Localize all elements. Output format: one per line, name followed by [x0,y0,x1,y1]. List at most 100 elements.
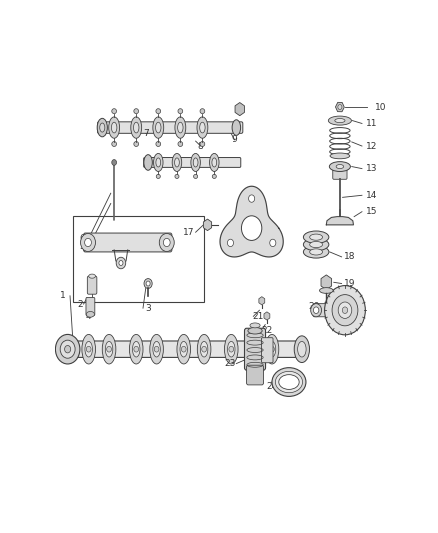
Text: 14: 14 [367,191,378,200]
Ellipse shape [276,372,303,393]
Ellipse shape [193,158,198,167]
Ellipse shape [304,238,329,251]
Ellipse shape [112,109,117,114]
Polygon shape [326,216,353,225]
Ellipse shape [200,109,205,114]
Ellipse shape [156,142,161,147]
Ellipse shape [328,116,351,125]
Ellipse shape [197,334,211,364]
FancyBboxPatch shape [84,233,172,252]
Ellipse shape [232,120,240,135]
Ellipse shape [156,109,161,114]
Text: 12: 12 [367,142,378,150]
Circle shape [64,345,71,353]
Circle shape [86,346,91,352]
Circle shape [112,159,117,165]
Text: 2: 2 [78,300,83,309]
Circle shape [314,307,319,313]
Ellipse shape [134,109,138,114]
Text: 13: 13 [366,164,378,173]
Circle shape [181,346,186,352]
Circle shape [270,346,274,352]
Text: 16: 16 [259,225,271,235]
FancyBboxPatch shape [87,276,97,294]
Text: 23: 23 [224,359,235,368]
Ellipse shape [86,311,95,317]
Text: 24: 24 [266,382,278,391]
Ellipse shape [197,117,208,138]
Ellipse shape [82,334,95,364]
Circle shape [60,340,75,358]
Circle shape [241,216,262,240]
Ellipse shape [178,109,183,114]
Circle shape [107,346,111,352]
Circle shape [116,257,126,269]
Ellipse shape [153,342,160,357]
Ellipse shape [191,154,200,172]
Ellipse shape [156,158,161,167]
Text: 3: 3 [145,304,151,313]
Circle shape [202,346,206,352]
Ellipse shape [245,334,258,364]
Ellipse shape [109,117,120,138]
Text: 5: 5 [79,242,85,251]
Ellipse shape [272,368,306,397]
Ellipse shape [177,334,191,364]
Circle shape [325,286,365,335]
Ellipse shape [209,154,219,172]
Ellipse shape [100,123,105,132]
Ellipse shape [178,122,183,133]
Circle shape [227,239,233,247]
Circle shape [342,307,348,313]
FancyBboxPatch shape [313,304,336,317]
Ellipse shape [131,117,141,138]
Ellipse shape [156,174,160,179]
Ellipse shape [248,342,255,357]
Text: 7: 7 [144,129,149,138]
Ellipse shape [200,122,205,133]
Ellipse shape [129,334,143,364]
Ellipse shape [329,161,350,172]
Ellipse shape [155,122,161,133]
FancyBboxPatch shape [86,297,95,316]
Text: 17: 17 [183,228,194,237]
Ellipse shape [154,154,163,172]
Ellipse shape [85,342,92,357]
Ellipse shape [132,342,140,357]
Ellipse shape [172,154,182,172]
Ellipse shape [298,342,306,357]
Ellipse shape [227,342,235,357]
Ellipse shape [294,336,310,362]
FancyBboxPatch shape [63,341,304,358]
Circle shape [81,233,95,252]
Ellipse shape [268,342,276,357]
FancyBboxPatch shape [247,365,264,385]
Circle shape [85,238,92,247]
Ellipse shape [310,234,322,240]
Ellipse shape [330,153,350,159]
Circle shape [270,239,276,247]
FancyBboxPatch shape [244,328,265,370]
Circle shape [144,279,152,288]
Circle shape [249,195,254,202]
Ellipse shape [105,342,113,357]
Text: 1: 1 [60,292,66,300]
Ellipse shape [112,142,117,147]
Ellipse shape [310,249,322,255]
Circle shape [163,238,170,247]
Text: 8: 8 [198,142,204,150]
Ellipse shape [175,158,179,167]
Polygon shape [220,186,283,257]
Ellipse shape [336,165,344,168]
Text: 9: 9 [232,135,237,144]
Ellipse shape [88,274,95,278]
Ellipse shape [310,241,322,248]
Ellipse shape [178,142,183,147]
Circle shape [249,346,254,352]
Circle shape [311,304,321,317]
Ellipse shape [335,118,345,123]
Circle shape [146,281,150,286]
Circle shape [159,233,174,252]
Circle shape [229,346,233,352]
Ellipse shape [304,231,329,243]
